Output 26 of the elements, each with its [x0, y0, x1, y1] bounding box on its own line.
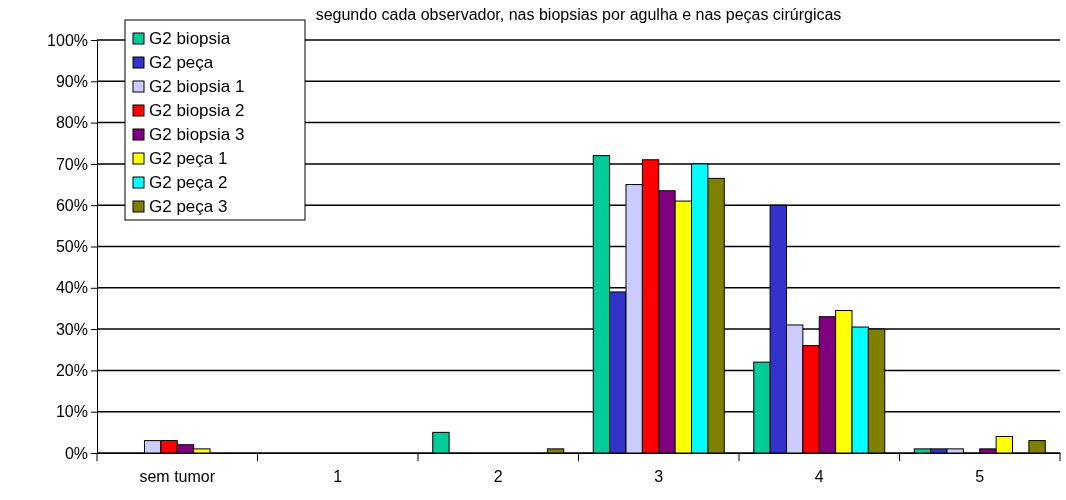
y-tick-label: 20% [55, 362, 88, 380]
x-tick-label: 4 [814, 468, 824, 486]
legend-label: G2 peça [149, 53, 214, 72]
x-tick-label: 3 [654, 468, 664, 486]
y-tick-label: 40% [55, 279, 88, 297]
legend-label: G2 peça 1 [149, 149, 228, 168]
chart-title: segundo cada observador, nas biopsias por agulha e nas peças cirúrgicas [315, 6, 842, 23]
x-tick-label: sem tumor [139, 468, 216, 486]
y-tick-label: 10% [55, 403, 88, 421]
legend-label: G2 biopsia 1 [149, 77, 245, 96]
y-tick-label: 0% [64, 444, 88, 462]
y-tick-label: 80% [55, 114, 88, 132]
y-tick-label: 50% [55, 238, 88, 256]
legend-label: G2 peça 3 [149, 197, 228, 216]
y-tick-label: 90% [55, 72, 88, 90]
y-tick-label: 60% [55, 196, 88, 214]
x-tick-label: 2 [493, 468, 503, 486]
x-tick-label: 1 [333, 468, 343, 486]
legend-label: G2 biopsia 3 [149, 125, 245, 144]
x-tick-label: 5 [975, 468, 985, 486]
y-tick-label: 100% [47, 31, 88, 49]
legend-label: G2 biopsia [149, 29, 231, 48]
y-tick-label: 70% [55, 155, 88, 173]
legend-label: G2 biopsia 2 [149, 101, 245, 120]
y-tick-label: 30% [55, 320, 88, 338]
legend-label: G2 peça 2 [149, 173, 228, 192]
